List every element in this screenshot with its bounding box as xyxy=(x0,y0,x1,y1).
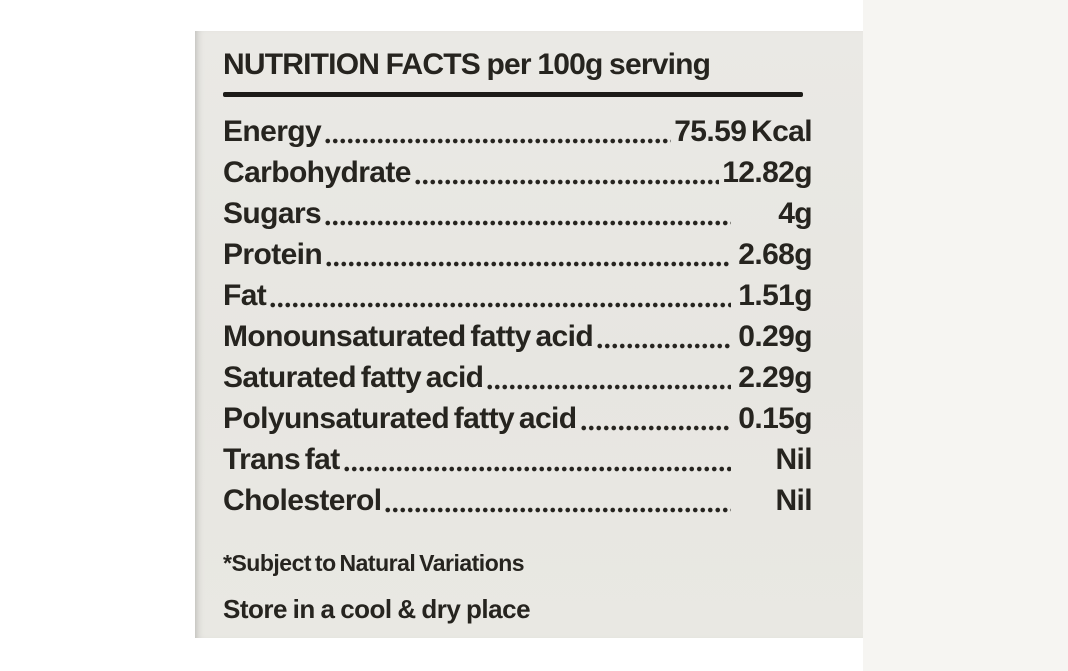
dot-leader xyxy=(324,136,672,146)
storage-instruction: Store in a cool & dry place xyxy=(223,594,531,624)
nutrient-label: Fat xyxy=(223,279,267,312)
dot-leader xyxy=(579,423,731,433)
nutrient-label: Energy xyxy=(223,115,322,148)
nutrient-label: Carbohydrate xyxy=(223,156,411,189)
dot-leader xyxy=(384,505,731,515)
nutrition-row-fat: Fat 1.51g xyxy=(223,275,813,316)
nutrition-row-protein: Protein 2.68g xyxy=(223,234,813,275)
nutrition-rows: Energy 75.59 Kcal Carbohydrate 12.82g Su… xyxy=(223,111,813,521)
nutrition-row-sugars: Sugars 4g xyxy=(223,193,813,234)
natural-variations-footnote: *Subject to Natural Variations xyxy=(223,550,525,576)
dot-leader xyxy=(342,464,731,474)
nutrient-label: Saturated fatty acid xyxy=(223,361,484,394)
nutrition-row-trans-fat: Trans fat Nil xyxy=(223,439,813,480)
nutrient-value: 2.29g xyxy=(738,361,812,394)
nutrition-row-saturated: Saturated fatty acid 2.29g xyxy=(223,357,813,398)
nutrient-label: Polyunsaturated fatty acid xyxy=(223,402,577,435)
nutrient-value: Nil xyxy=(775,443,812,476)
dot-leader xyxy=(486,382,731,392)
dot-leader xyxy=(269,300,731,310)
nutrient-value: 4g xyxy=(778,197,812,230)
nutrition-facts-title: NUTRITION FACTS per 100g serving xyxy=(223,48,711,81)
nutrition-row-cholesterol: Cholesterol Nil xyxy=(223,480,813,521)
nutrient-value: 0.15g xyxy=(738,402,812,435)
nutrient-value: 2.68g xyxy=(738,238,812,271)
title-rule xyxy=(223,92,803,97)
nutrient-label: Protein xyxy=(223,238,323,271)
nutrient-value: 75.59 Kcal xyxy=(674,115,812,148)
nutrition-facts-panel: NUTRITION FACTS per 100g serving Energy … xyxy=(195,31,863,638)
package-surface-right xyxy=(863,0,1068,671)
nutrition-row-monounsaturated: Monounsaturated fatty acid 0.29g xyxy=(223,316,813,357)
nutrient-label: Monounsaturated fatty acid xyxy=(223,320,594,353)
nutrient-value: Nil xyxy=(775,484,812,517)
dot-leader xyxy=(324,218,731,228)
nutrient-value: 1.51g xyxy=(738,279,812,312)
nutrient-label: Cholesterol xyxy=(223,484,382,517)
nutrient-label: Sugars xyxy=(223,197,322,230)
dot-leader xyxy=(325,259,731,269)
nutrition-row-carbohydrate: Carbohydrate 12.82g xyxy=(223,152,813,193)
dot-leader xyxy=(596,341,731,351)
nutrition-row-polyunsaturated: Polyunsaturated fatty acid 0.15g xyxy=(223,398,813,439)
nutrient-value: 12.82g xyxy=(722,156,812,189)
dot-leader xyxy=(413,177,720,187)
nutrient-value: 0.29g xyxy=(738,320,812,353)
nutrient-label: Trans fat xyxy=(223,443,340,476)
nutrition-row-energy: Energy 75.59 Kcal xyxy=(223,111,813,152)
